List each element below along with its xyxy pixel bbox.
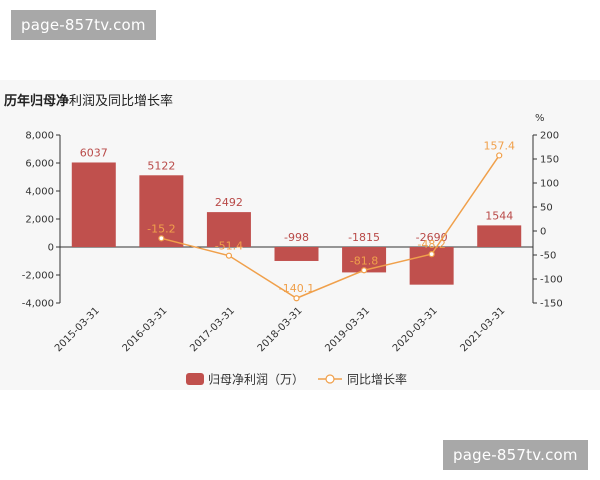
y-right-tick-label: -100	[540, 275, 563, 286]
bar-value-label: -1815	[348, 231, 380, 244]
x-tick-label: 2015-03-31	[53, 305, 102, 354]
growth-rate-label: 157.4	[483, 139, 515, 152]
y-right-tick-label: 50	[540, 203, 553, 214]
y-right-tick-label: 150	[540, 155, 559, 166]
y-right-tick-label: -50	[540, 251, 556, 262]
growth-rate-label: -140.1	[279, 282, 314, 295]
growth-rate-point	[496, 152, 503, 159]
legend-bar-label: 归母净利润（万）	[208, 373, 304, 387]
x-tick-label: 2021-03-31	[458, 305, 507, 354]
y-left-tick-label: 6,000	[25, 159, 54, 170]
bar-value-label: -2690	[416, 231, 448, 244]
bar-2017-03-31	[206, 212, 251, 247]
bar-value-label: 2492	[215, 196, 243, 209]
y-right-tick-label: -150	[540, 299, 563, 310]
growth-rate-point	[293, 295, 300, 302]
growth-rate-point	[158, 235, 165, 242]
x-tick-label: 2016-03-31	[121, 305, 170, 354]
watermark-bottom: page-857tv.com	[443, 440, 588, 470]
legend-line-marker	[325, 374, 335, 384]
bar-2018-03-31	[274, 247, 319, 261]
bar-2021-03-31	[477, 225, 522, 247]
growth-rate-point	[428, 251, 435, 258]
bar-value-label: -998	[284, 231, 309, 244]
y-left-tick-label: 0	[48, 243, 54, 254]
growth-rate-label: -51.4	[215, 240, 243, 253]
y-left-tick-label: -2,000	[22, 271, 54, 282]
x-tick-label: 2019-03-31	[323, 305, 372, 354]
watermark-top: page-857tv.com	[11, 10, 156, 40]
growth-rate-label: -15.2	[147, 222, 175, 235]
growth-rate-point	[360, 267, 368, 274]
bar-value-label: 1544	[485, 209, 513, 222]
x-tick-label: 2020-03-31	[391, 305, 440, 354]
legend-line-label: 同比增长率	[347, 372, 407, 387]
y-left-tick-label: 2,000	[25, 215, 54, 226]
growth-rate-point	[225, 252, 233, 259]
x-tick-label: 2017-03-31	[188, 305, 237, 354]
bar-2016-03-31	[139, 175, 184, 247]
growth-rate-label: -48.2	[417, 238, 445, 251]
bar-2015-03-31	[71, 162, 116, 247]
chart-title: 历年归母净利润及同比增长率	[4, 94, 174, 109]
x-tick-label: 2018-03-31	[256, 305, 305, 354]
y-right-axis-unit: %	[535, 113, 545, 124]
growth-rate-label: -81.8	[350, 254, 378, 267]
growth-rate-line	[161, 155, 500, 300]
y-right-tick-label: 0	[540, 227, 546, 238]
bar-value-label: 5122	[147, 159, 175, 172]
legend-bar-swatch	[186, 373, 204, 385]
y-left-tick-label: -4,000	[22, 299, 54, 310]
y-left-tick-label: 4,000	[25, 187, 54, 198]
y-right-tick-label: 200	[540, 131, 559, 142]
bar-value-label: 6037	[80, 146, 108, 159]
y-left-tick-label: 8,000	[25, 131, 54, 142]
y-right-tick-label: 100	[540, 179, 559, 190]
